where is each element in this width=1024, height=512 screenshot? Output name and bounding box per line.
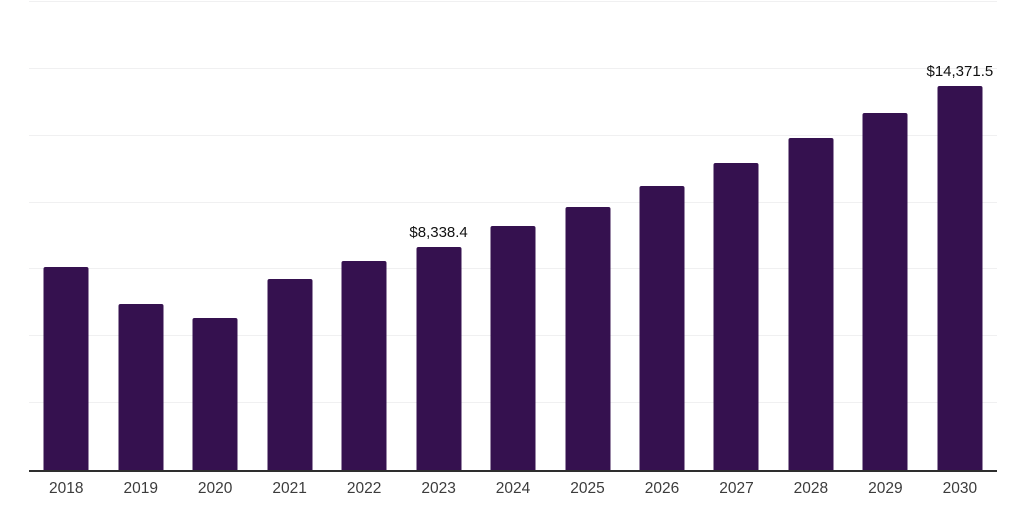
data-label-2023: $8,338.4 [409,224,468,242]
bar-slot-2028 [774,2,848,470]
gridline [29,1,997,2]
bar-2029 [862,112,908,470]
gridline [29,201,997,203]
bar-slot-2024 [476,2,550,470]
x-tick-2029: 2029 [868,480,903,497]
bar-2020 [192,318,238,470]
x-tick-2020: 2020 [197,480,233,497]
bar-2027 [713,162,759,470]
bar-2023 [416,247,462,470]
x-tick-2019: 2019 [123,480,158,497]
bar-slot-2021 [252,2,326,470]
gridline [29,67,997,69]
bar-slot-2029 [848,2,922,470]
bar-slot-2025 [550,2,624,470]
bar-slot-2019 [103,2,177,470]
bar-2018 [43,267,89,470]
bar-2021 [267,279,313,470]
bar-slot-2030: $14,371.5 [923,2,997,470]
x-tick-2026: 2026 [644,480,680,497]
bar-2030 [937,85,983,470]
bar-2026 [639,186,685,470]
bar-slot-2027 [699,2,773,470]
x-tick-2022: 2022 [346,480,382,497]
gridline [29,134,997,136]
bar-2028 [788,138,834,470]
data-label-2030: $14,371.5 [926,62,994,80]
bars-container: $8,338.4 $14,371.5 [29,2,997,470]
bar-slot-2020 [178,2,252,470]
bar-2022 [341,261,387,470]
bar-slot-2023: $8,338.4 [401,2,475,470]
x-tick-2021: 2021 [272,480,307,497]
bar-2025 [565,207,611,470]
x-tick-2030: 2030 [942,480,978,497]
bar-2019 [118,304,164,470]
x-tick-2023: 2023 [421,480,456,497]
bar-slot-2026 [625,2,699,470]
bar-slot-2022 [327,2,401,470]
plot-area: $8,338.4 $14,371.5 [29,1,997,472]
x-tick-2018: 2018 [48,480,84,497]
x-axis-labels: 2018 2019 2020 2021 2022 2023 2024 2025 2026 2027… [29,480,997,498]
x-tick-2024: 2024 [495,480,531,497]
x-tick-2027: 2027 [719,480,754,497]
x-tick-2025: 2025 [570,480,605,497]
bar-slot-2018 [29,2,103,470]
bar-2024 [490,226,536,470]
x-tick-2028: 2028 [793,480,829,497]
